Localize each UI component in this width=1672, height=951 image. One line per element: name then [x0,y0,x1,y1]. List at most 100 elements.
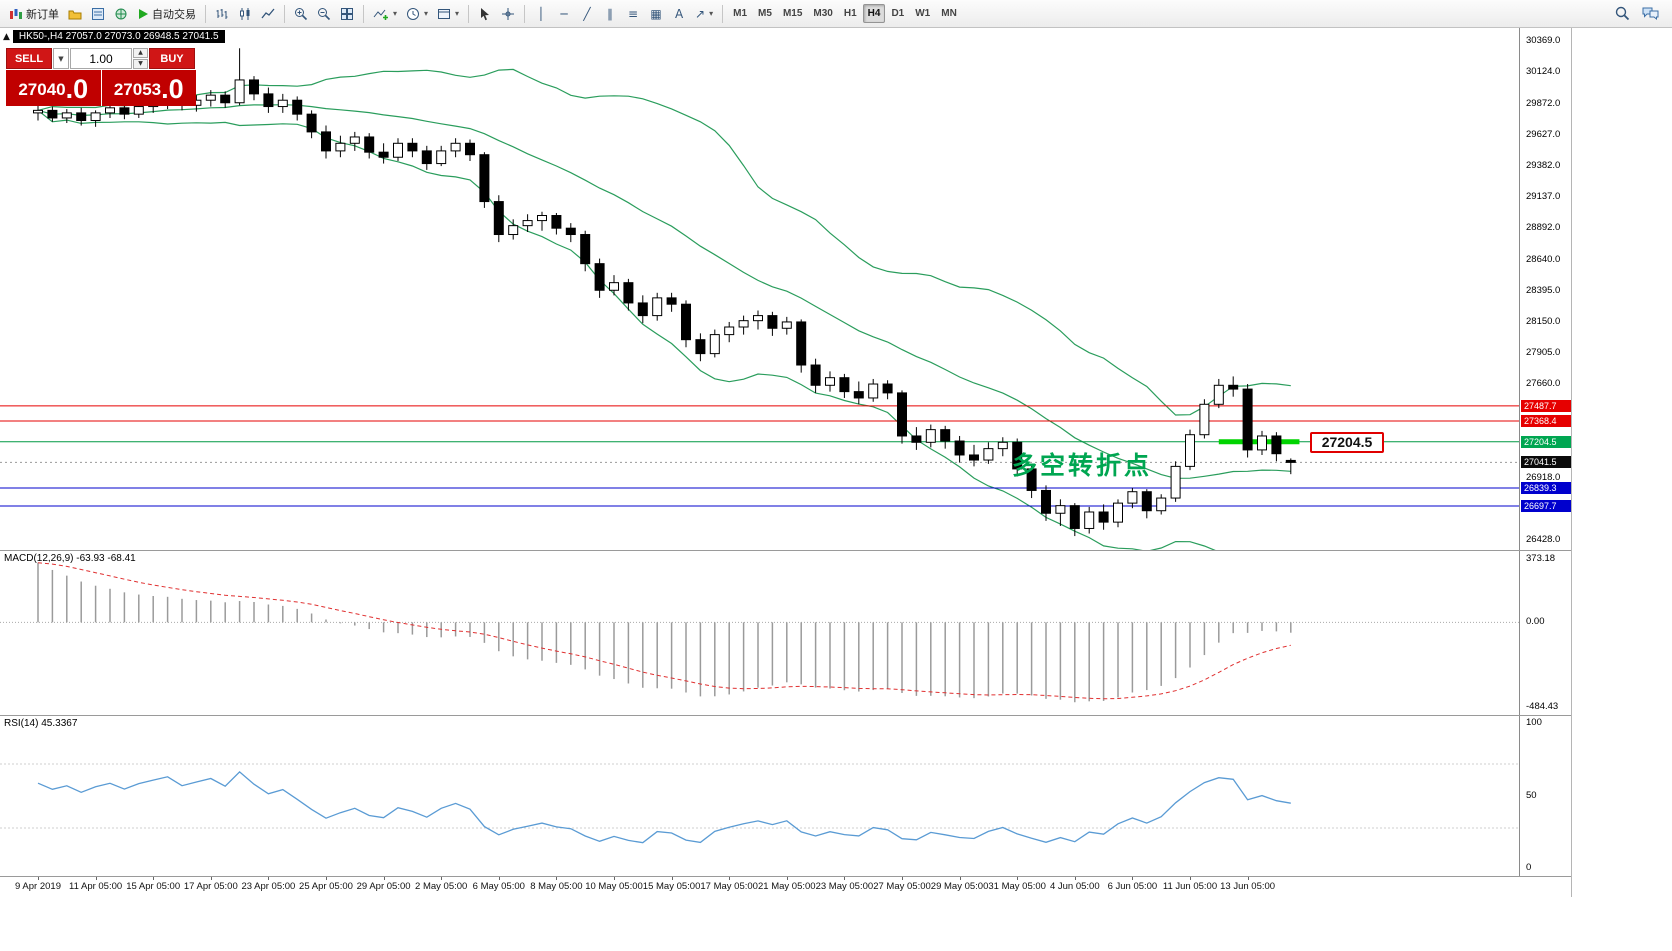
text-tool-button[interactable]: A [668,3,690,25]
bar-chart-button[interactable] [211,3,233,25]
toolbar-separator [722,4,724,23]
symbol-ohlc-info: HK50-,H4 27057.0 27073.0 26948.5 27041.5 [12,30,225,43]
horizontal-line-tool-button[interactable]: ─ [553,3,575,25]
arrows-tool-button[interactable]: ↗ ▾ [691,3,717,25]
sell-price[interactable]: 27040.0 [6,70,102,106]
trendline-tool-button[interactable]: ╱ [576,3,598,25]
channel-tool-button[interactable]: ∥ [599,3,621,25]
vertical-line-tool-button[interactable]: │ [530,3,552,25]
price-chart-pane[interactable]: ▲ HK50-,H4 27057.0 27073.0 26948.5 27041… [0,28,1571,551]
timeframe-m5-button[interactable]: M5 [758,8,772,19]
timeframe-d1-button[interactable]: D1 [891,8,905,19]
search-icon [1615,6,1630,21]
toolbar-separator [468,4,470,23]
templates-button[interactable]: ▾ [433,3,463,25]
time-axis-tick [844,877,846,880]
volume-input[interactable] [70,48,132,69]
line-chart-button[interactable] [257,3,279,25]
market-watch-icon [91,7,105,21]
timeframe-w1-button[interactable]: W1 [915,8,931,19]
autotrading-label: 自动交易 [152,8,196,21]
timeframe-h4-button[interactable]: H4 [862,4,886,23]
fibonacci-tool-button[interactable]: ≡ [622,3,644,25]
timeframe-m1-button[interactable]: M1 [733,8,748,19]
fibonacci-icon: ≡ [628,6,639,21]
toolbar-separator [205,4,206,23]
time-axis[interactable]: 9 Apr 2019 11 Apr 05:00 15 Apr 05:00 17 Apr… [0,877,1571,897]
price-line-badge: 27487.7 [1521,399,1571,412]
shapes-tool-button[interactable]: ▦ [645,3,667,25]
time-axis-tick [383,877,385,880]
chart-profile-button[interactable] [64,3,86,25]
tile-windows-button[interactable] [336,3,358,25]
volume-up-button[interactable]: ▲ [133,48,148,58]
chevron-down-icon: ▾ [393,9,398,18]
toolbar-separator [284,4,285,23]
price-axis-label: 29382.0 [1526,159,1561,171]
ohlc-header: ▲ HK50-,H4 27057.0 27073.0 26948.5 27041… [3,30,225,43]
price-axis-label: 28640.0 [1526,253,1561,265]
time-axis-tick [1247,877,1249,880]
time-axis-label: 27 May 05:00 [873,881,931,892]
time-axis-label: 25 Apr 05:00 [299,881,353,892]
timeframe-h1-button[interactable]: H1 [843,8,857,19]
macd-chart[interactable] [0,551,1520,715]
cursor-icon [478,7,492,21]
time-axis-label: 15 May 05:00 [642,881,701,892]
time-axis-label: 6 Jun 05:00 [1107,881,1158,892]
time-axis-label: 11 Jun 05:00 [1162,881,1218,892]
search-button[interactable] [1611,3,1634,25]
volume-spinner: ▲ ▼ [133,48,148,69]
chevron-down-icon: ▾ [455,9,460,18]
timeframe-m15-button[interactable]: M15 [782,8,803,19]
time-axis-tick [614,877,615,880]
candlestick-chart-button[interactable] [234,3,256,25]
chart-window: ▲ HK50-,H4 27057.0 27073.0 26948.5 27041… [0,28,1572,897]
timeframe-mn-button[interactable]: MN [941,8,957,19]
bar-chart-icon [215,7,229,21]
volume-dropdown-button[interactable]: ▼ [53,48,69,69]
macd-indicator-label: MACD(12,26,9) -63.93 -68.41 [4,553,136,564]
time-axis-label: 8 May 05:00 [530,881,583,892]
rsi-pane[interactable]: RSI(14) 45.3367 100 50 0 [0,716,1571,877]
price-line-badge: 26697.7 [1521,499,1571,512]
macd-axis-label: 0.00 [1526,616,1545,628]
crosshair-button[interactable] [497,3,519,25]
shapes-icon: ▦ [650,6,662,21]
horizontal-line-icon: ─ [560,6,568,21]
channel-icon: ∥ [607,6,614,21]
time-axis-tick [1132,877,1134,880]
cursor-button[interactable] [474,3,496,25]
time-axis-label: 6 May 05:00 [472,881,525,892]
volume-down-button[interactable]: ▼ [133,59,148,69]
price-axis-label: 29627.0 [1526,128,1561,140]
zoom-in-button[interactable] [290,3,312,25]
time-axis-tick [498,877,500,880]
buy-button[interactable]: BUY [149,48,195,69]
market-watch-button[interactable] [87,3,109,25]
toolbar-separator [524,4,526,23]
indicators-button[interactable]: ▾ [369,3,401,25]
zoom-out-button[interactable] [313,3,335,25]
candlestick-chart[interactable] [0,28,1520,550]
price-axis-label: 29137.0 [1526,190,1561,202]
autotrading-button[interactable]: 自动交易 [133,3,200,25]
buy-price[interactable]: 27053.0 [101,70,196,106]
price-axis-label: 28150.0 [1526,315,1561,327]
price-callout[interactable]: 27204.5 [1310,431,1384,453]
sell-button[interactable]: SELL [6,48,52,69]
periods-button[interactable]: ▾ [402,3,432,25]
community-chat-button[interactable] [1638,3,1663,25]
new-order-button[interactable]: 新订单 [5,3,63,25]
time-axis-tick [326,877,327,880]
macd-pane[interactable]: MACD(12,26,9) -63.93 -68.41 373.18 0.00 -4… [0,551,1571,716]
timeframe-m30-button[interactable]: M30 [813,8,833,19]
price-axis-label: 30124.0 [1526,65,1561,77]
crosshair-icon [501,7,515,21]
data-window-button[interactable] [110,3,132,25]
time-axis-tick [1074,877,1076,880]
collapse-panel-arrow[interactable]: ▲ [3,31,10,42]
time-axis-tick [959,877,961,880]
rsi-chart[interactable] [0,716,1520,876]
price-axis-label: 28892.0 [1526,221,1561,233]
